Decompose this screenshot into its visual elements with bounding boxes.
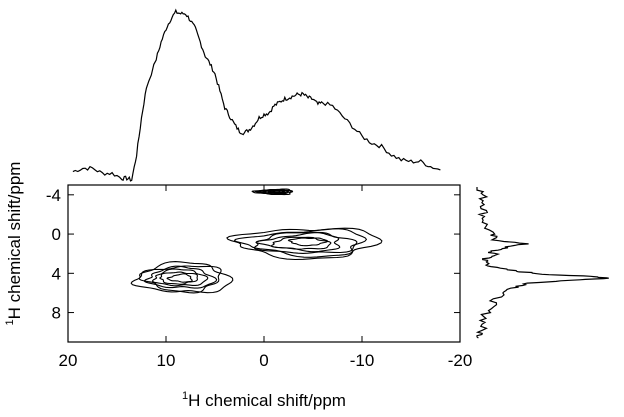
right-projection-trace [475, 187, 609, 339]
contour-line-peak-c [251, 188, 294, 196]
contour-line-peak-a [159, 271, 198, 285]
contour-line-peak-a [138, 265, 222, 294]
x-tick-label: -10 [350, 351, 375, 370]
contour-line-peak-b [287, 237, 329, 247]
right-projection [475, 187, 609, 339]
contour-line-peak-a [152, 268, 209, 287]
contour-line-peak-b [255, 232, 341, 253]
contour-line-peak-a [166, 273, 193, 283]
contour-line-peak-a [144, 265, 218, 289]
contour-line-peak-b [233, 228, 368, 258]
y-axis-title-superscript: 1 [4, 319, 16, 325]
x-axis-title: 1H chemical shift/ppm [182, 390, 346, 410]
y-axis-ticks: -4 0 4 8 [46, 186, 460, 323]
x-tick-label: 20 [59, 351, 78, 370]
top-projection [72, 8, 441, 182]
x-tick-label: 10 [157, 351, 176, 370]
x-tick-label: -20 [448, 351, 473, 370]
top-projection-trace [72, 8, 441, 182]
y-axis-title: 1H chemical shift/ppm [4, 162, 24, 326]
x-axis-ticks: 20 10 0 -10 -20 [59, 185, 473, 370]
y-axis-title-text: H chemical shift/ppm [5, 162, 24, 320]
plot-frame [67, 184, 461, 343]
y-tick-label: -4 [46, 186, 61, 205]
y-tick-label: 8 [52, 304, 61, 323]
contour-plot [130, 188, 383, 294]
x-tick-label: 0 [259, 351, 268, 370]
main-panel: 20 10 0 -10 -20 -4 0 4 8 [46, 184, 473, 370]
y-tick-label: 4 [52, 264, 61, 283]
contour-line-peak-c [268, 190, 281, 194]
y-tick-label: 0 [52, 225, 61, 244]
x-axis-title-superscript: 1 [182, 390, 188, 402]
x-axis-title-text: H chemical shift/ppm [188, 391, 346, 410]
contour-line-peak-b [253, 231, 358, 254]
